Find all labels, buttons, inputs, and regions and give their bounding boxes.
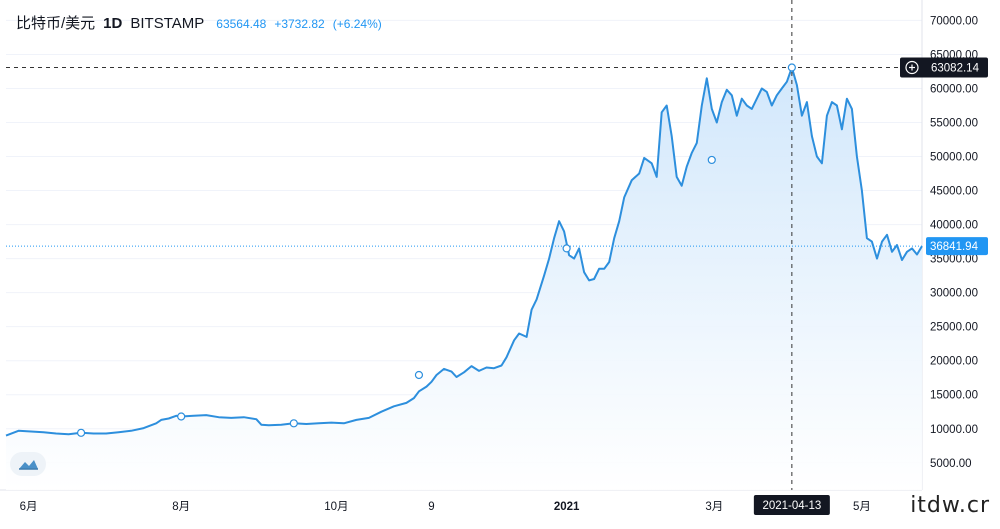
crosshair-date-label: 2021-04-13 bbox=[762, 500, 821, 512]
y-tick-label: 15000.00 bbox=[930, 390, 978, 402]
x-tick-label: 10月 bbox=[324, 501, 348, 513]
data-point-marker bbox=[787, 63, 796, 72]
x-tick-label: 2021 bbox=[554, 501, 580, 513]
crosshair-price-label: 63082.14 bbox=[931, 62, 980, 74]
y-tick-label: 55000.00 bbox=[930, 118, 978, 130]
y-tick-label: 50000.00 bbox=[930, 152, 978, 164]
y-tick-label: 5000.00 bbox=[930, 458, 972, 470]
y-tick-label: 35000.00 bbox=[930, 254, 978, 266]
last-price-label-bg bbox=[926, 237, 988, 256]
add-alert-icon[interactable] bbox=[905, 60, 919, 75]
watermark-text: itdw.cr bbox=[910, 493, 990, 518]
data-point-marker bbox=[289, 419, 298, 428]
price-line bbox=[5, 66, 923, 437]
x-tick-label: 6月 bbox=[20, 501, 38, 513]
price-change-percent: (+6.24%) bbox=[332, 17, 382, 31]
y-tick-label: 20000.00 bbox=[930, 356, 978, 368]
x-tick-label: 5月 bbox=[853, 501, 871, 513]
y-tick-label: 25000.00 bbox=[930, 322, 978, 334]
alert-icon-ring bbox=[905, 60, 919, 75]
tradingview-logo-button[interactable] bbox=[10, 452, 46, 476]
x-tick-label: 3月 bbox=[705, 501, 723, 513]
timeframe[interactable]: 1D bbox=[103, 15, 123, 32]
price-area-fill bbox=[6, 67, 922, 490]
data-point-marker bbox=[707, 155, 716, 165]
crosshair-date-label-bg bbox=[753, 495, 830, 515]
data-point-marker bbox=[414, 370, 424, 380]
data-point-marker bbox=[76, 428, 86, 437]
y-tick-label: 70000.00 bbox=[930, 15, 978, 27]
last-price-label: 36841.94 bbox=[930, 241, 979, 253]
x-tick-label: 8月 bbox=[172, 501, 190, 513]
data-point-marker bbox=[177, 412, 186, 421]
x-tick-label: 9 bbox=[428, 501, 434, 513]
data-point-marker bbox=[562, 244, 571, 253]
price-change: +3732.82 bbox=[274, 17, 325, 31]
symbol-name[interactable]: 比特币/美元 bbox=[16, 15, 96, 32]
chart-legend: 比特币/美元 1D BITSTAMP 63564.48 +3732.82 (+6… bbox=[16, 12, 382, 33]
tradingview-logo-icon bbox=[19, 460, 38, 470]
y-tick-label: 45000.00 bbox=[930, 186, 978, 198]
last-price: 63564.48 bbox=[216, 17, 267, 31]
crosshair-price-label-bg bbox=[900, 57, 988, 78]
y-tick-label: 60000.00 bbox=[930, 83, 978, 95]
y-tick-label: 30000.00 bbox=[930, 288, 978, 300]
exchange-name: BITSTAMP bbox=[130, 15, 205, 32]
y-tick-label: 10000.00 bbox=[930, 424, 978, 436]
y-tick-label: 40000.00 bbox=[930, 220, 978, 232]
